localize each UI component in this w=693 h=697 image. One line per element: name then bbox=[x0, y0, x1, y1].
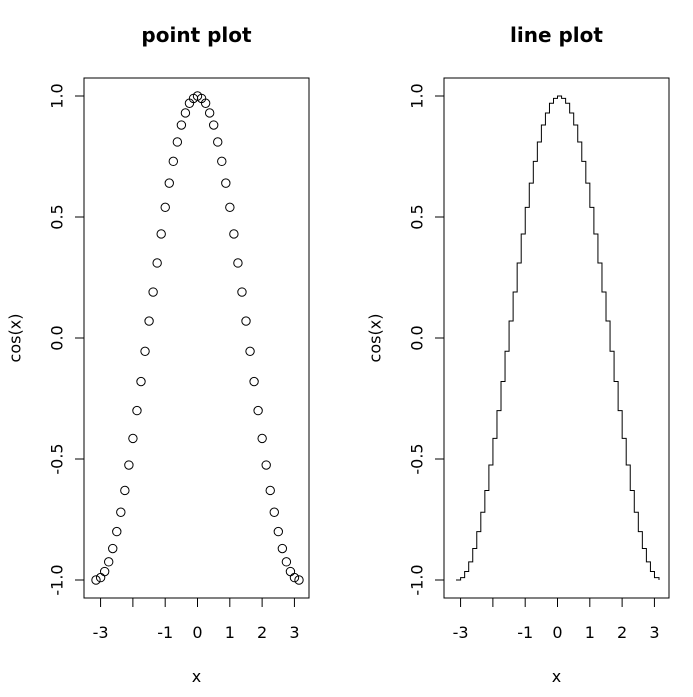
data-point bbox=[277, 543, 288, 554]
y-tick-label: 0.5 bbox=[48, 204, 67, 229]
x-tick-label: -1 bbox=[517, 623, 533, 642]
y-tick-label: -0.5 bbox=[48, 443, 67, 474]
data-point bbox=[176, 120, 187, 130]
data-point bbox=[136, 376, 146, 387]
x-tick-label: 1 bbox=[585, 623, 595, 642]
data-point bbox=[164, 178, 174, 188]
data-point bbox=[249, 376, 259, 387]
data-point bbox=[204, 108, 215, 118]
data-point bbox=[140, 346, 150, 357]
x-tick-label: -1 bbox=[157, 623, 173, 642]
y-axis-label: cos(x) bbox=[366, 314, 385, 363]
data-point bbox=[160, 202, 170, 213]
chart-title: line plot bbox=[510, 23, 603, 47]
y-tick-label: 0.0 bbox=[408, 325, 427, 350]
data-point bbox=[294, 575, 304, 585]
y-tick-label: 1.0 bbox=[48, 83, 67, 108]
series-line bbox=[456, 95, 660, 581]
chart-title: point plot bbox=[141, 23, 252, 47]
plot-frame bbox=[83, 77, 310, 599]
y-tick-label: 0.0 bbox=[48, 325, 67, 350]
data-point bbox=[285, 566, 296, 577]
data-point bbox=[99, 566, 110, 577]
point-plot-panel: point plot -3 -1 0 1 2 3 -1.0 -0.5 0.0 0.5 1.0 x cos(… bbox=[6, 23, 310, 686]
y-tick-label: -0.5 bbox=[408, 443, 427, 474]
data-point bbox=[208, 120, 219, 130]
y-axis-label: cos(x) bbox=[6, 314, 25, 363]
data-point bbox=[245, 346, 255, 357]
data-point bbox=[253, 405, 263, 416]
data-point bbox=[213, 137, 223, 147]
data-point bbox=[152, 258, 162, 268]
y-tick-label: -1.0 bbox=[48, 564, 67, 595]
data-point bbox=[257, 433, 267, 444]
x-tick-label: 1 bbox=[225, 623, 235, 642]
data-point bbox=[225, 202, 235, 213]
plot-frame bbox=[443, 77, 670, 599]
data-point bbox=[237, 287, 247, 297]
x-tick-label: 2 bbox=[617, 623, 627, 642]
x-axis-label: x bbox=[552, 667, 561, 686]
data-point bbox=[273, 526, 284, 537]
data-point bbox=[281, 557, 292, 567]
data-point bbox=[261, 460, 271, 470]
data-point bbox=[103, 557, 114, 567]
data-point bbox=[132, 405, 142, 416]
y-tick-label: 0.5 bbox=[408, 204, 427, 229]
data-point bbox=[148, 287, 158, 297]
data-point bbox=[156, 229, 166, 239]
data-point bbox=[233, 258, 243, 268]
data-point bbox=[144, 316, 154, 326]
x-tick-label: 0 bbox=[552, 623, 562, 642]
data-point bbox=[289, 572, 300, 583]
data-point bbox=[221, 178, 231, 188]
x-tick-label: -3 bbox=[453, 623, 469, 642]
data-point bbox=[116, 507, 126, 517]
data-point bbox=[128, 433, 138, 444]
data-point bbox=[200, 98, 211, 108]
line-plot-panel: line plot -3 -1 0 1 2 3 -1.0 -0.5 0.0 0.5 1.0 x cos(x… bbox=[366, 23, 670, 686]
data-point bbox=[108, 543, 118, 554]
x-tick-label: -3 bbox=[93, 623, 109, 642]
y-tick-label: -1.0 bbox=[408, 564, 427, 595]
data-point bbox=[180, 108, 191, 118]
data-point bbox=[120, 485, 130, 496]
data-point bbox=[229, 229, 239, 239]
x-axis-label: x bbox=[192, 667, 201, 686]
data-point bbox=[217, 156, 227, 167]
data-point bbox=[91, 575, 101, 585]
x-tick-label: 0 bbox=[192, 623, 202, 642]
data-point bbox=[168, 156, 179, 167]
x-tick-label: 2 bbox=[257, 623, 267, 642]
data-point bbox=[265, 485, 275, 496]
data-point bbox=[241, 316, 251, 326]
data-point bbox=[124, 460, 134, 470]
data-point bbox=[269, 507, 279, 517]
x-tick-label: 3 bbox=[649, 623, 659, 642]
data-point bbox=[112, 526, 122, 537]
x-tick-label: 3 bbox=[289, 623, 299, 642]
y-tick-label: 1.0 bbox=[408, 83, 427, 108]
data-point bbox=[172, 137, 183, 147]
